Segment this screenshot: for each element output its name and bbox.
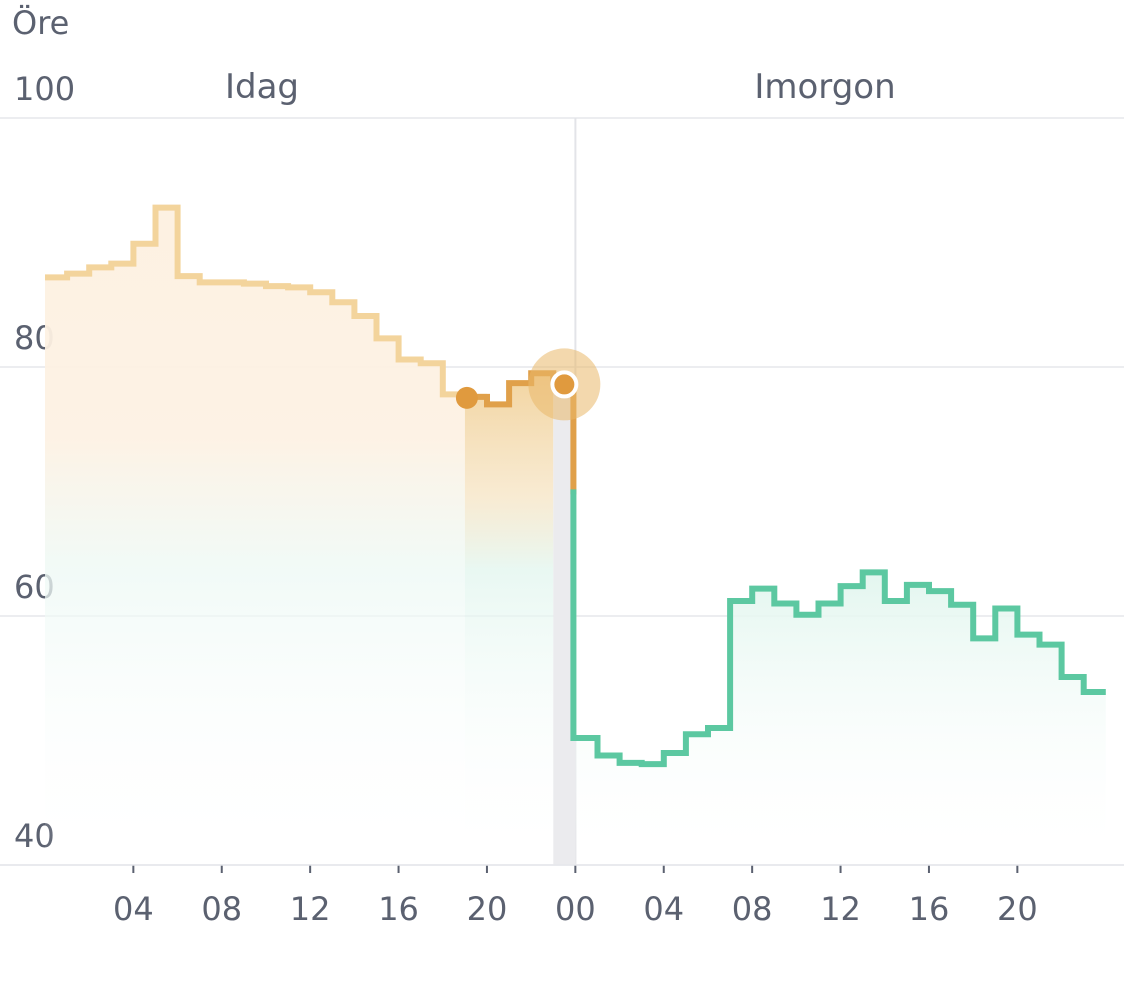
x-tick-label: 12 <box>290 890 331 928</box>
y-tick-label: 100 <box>14 70 75 108</box>
current-price-marker <box>528 348 601 421</box>
area-fills <box>45 207 1106 865</box>
day-label-today: Idag <box>225 67 299 107</box>
series-line-today <box>45 204 487 400</box>
x-tick-label: 20 <box>467 890 508 928</box>
x-tick-label: 12 <box>820 890 861 928</box>
marker-dot <box>550 370 579 399</box>
segment-start-dot <box>455 386 478 409</box>
unit-label: Öre <box>12 4 69 42</box>
series-lines <box>45 204 1106 768</box>
x-tick-label: 04 <box>113 890 154 928</box>
today-area <box>45 207 465 865</box>
day-label-tomorrow: Imorgon <box>754 67 895 107</box>
x-axis-ticks: 04 08 12 16 20 00 04 08 12 16 20 <box>0 864 1124 928</box>
x-tick-label: 08 <box>732 890 773 928</box>
x-tick-label: 16 <box>378 890 419 928</box>
x-tick-label: 04 <box>643 890 684 928</box>
current-hour-band <box>553 384 576 865</box>
evening-area <box>464 373 554 865</box>
x-tick-label: 08 <box>201 890 242 928</box>
x-tick-label: 20 <box>997 890 1038 928</box>
x-tick-label: 00 <box>555 890 596 928</box>
x-tick-label: 16 <box>909 890 950 928</box>
tomorrow-area <box>575 572 1106 865</box>
series-line-tomorrow <box>575 569 1106 768</box>
drop-line-green <box>570 489 598 742</box>
